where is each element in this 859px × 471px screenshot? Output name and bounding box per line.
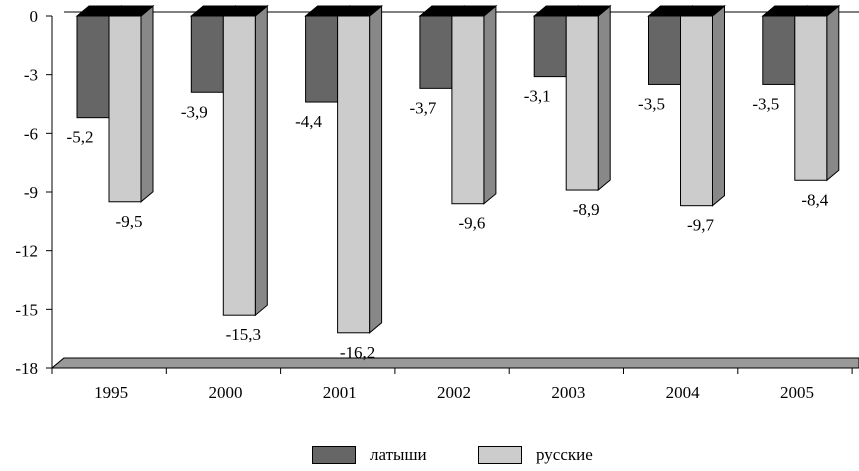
bar [76,15,110,119]
x-tick-label: 2005 [780,383,814,402]
bar [305,15,339,103]
data-label: -16,2 [340,343,375,362]
data-label: -3,5 [752,94,779,113]
y-tick-label: -12 [15,242,38,261]
bar-side [140,4,154,203]
y-tick-label: -15 [15,300,38,319]
x-tick-label: 1995 [94,383,128,402]
legend-swatch-latvians [312,446,356,464]
x-tick-label: 2001 [323,383,357,402]
legend-label-russians: русские [536,445,593,464]
bar [565,15,599,191]
data-label: -5,2 [67,128,94,147]
data-label: -9,6 [458,214,485,233]
bar [680,15,713,207]
data-label: -15,3 [226,325,261,344]
data-label: -8,9 [573,200,600,219]
bar-side [712,4,725,207]
bar [190,15,224,93]
data-label: -4,4 [295,112,322,131]
y-tick-label: 0 [30,7,39,26]
data-label: -3,9 [181,102,208,121]
data-label: -9,5 [116,212,143,231]
data-label: -3,7 [409,98,436,117]
chart-svg: 0 -3 -6 -9 -12 -15 -18 1995 2000 2001 2002 2003 2004… [15,4,859,402]
bar [533,15,567,78]
bar [337,15,371,334]
legend-swatch-russians [478,446,522,464]
bar-side [254,4,268,317]
data-label: -3,5 [638,94,665,113]
x-tick-label: 2004 [666,383,701,402]
data-label: -8,4 [801,190,828,209]
bar-side [483,4,497,205]
y-tick-label: -6 [24,124,38,143]
bar-side [369,4,383,334]
legend-label-latvians: латыши [370,445,427,464]
y-tick-label: -18 [15,359,38,378]
y-tick-label: -9 [24,183,38,202]
bar [222,15,256,316]
data-label: -9,7 [687,216,714,235]
bar [419,15,453,89]
bar [108,15,142,203]
chart-floor-top [50,357,859,369]
bar-side [826,4,840,182]
y-tick-label: -3 [24,66,38,85]
x-tick-label: 2000 [208,383,242,402]
legend: латыши русские [0,440,859,470]
bar [762,15,796,85]
bar-side [597,4,611,192]
bar [794,15,828,181]
x-tick-label: 2002 [437,383,471,402]
bar [648,15,681,85]
bar [451,15,485,205]
data-label: -3,1 [524,87,551,106]
x-tick-label: 2003 [551,383,585,402]
